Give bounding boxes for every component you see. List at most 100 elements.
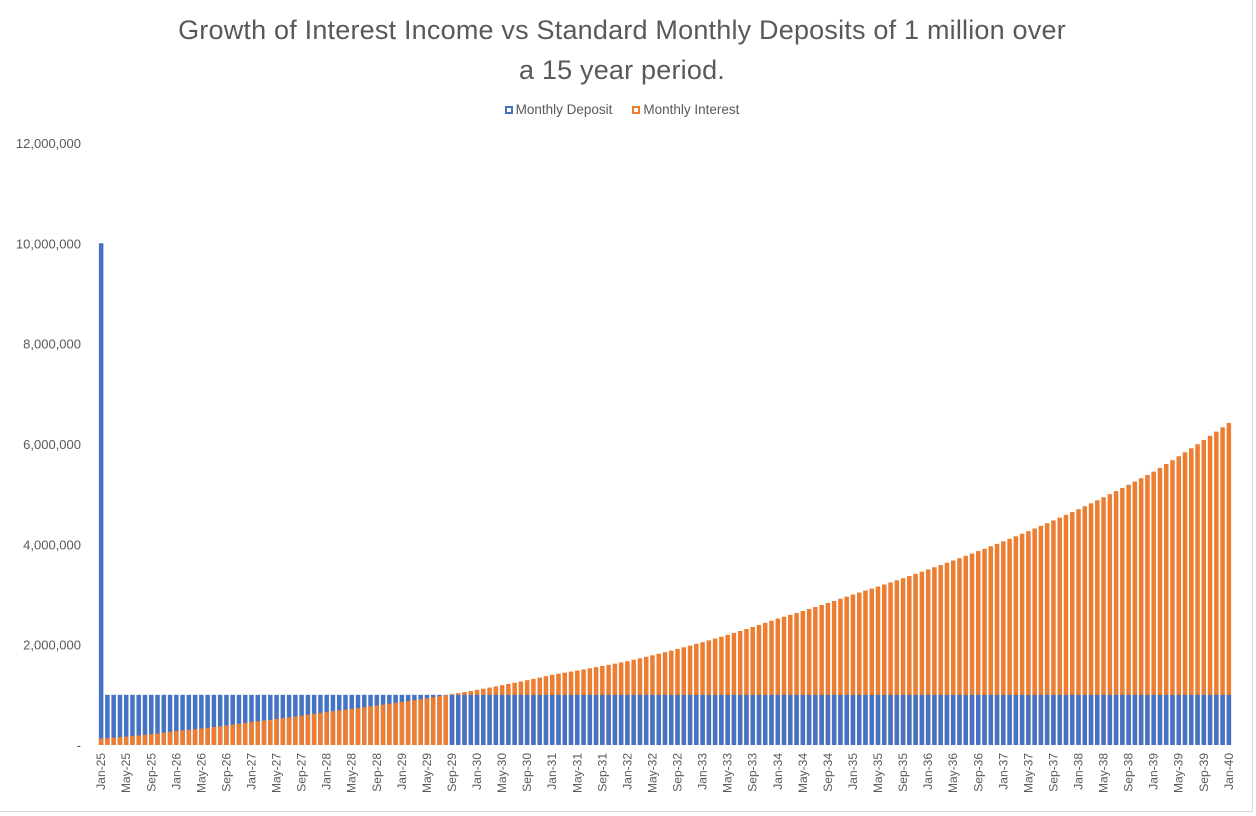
bar-monthly-deposit-May-26 — [199, 694, 204, 745]
bar-monthly-deposit-Jul-32 — [662, 694, 668, 745]
bar-monthly-deposit-May-33 — [725, 694, 730, 745]
bar-monthly-deposit-Jun-37 — [1032, 694, 1037, 745]
bar-monthly-interest-Mar-36 — [938, 565, 943, 745]
bar-monthly-deposit-Feb-25 — [105, 694, 110, 745]
bar-monthly-interest-Nov-25 — [161, 732, 167, 745]
bar-monthly-deposit-Oct-36 — [982, 694, 987, 745]
bar-monthly-deposit-Jan-30 — [474, 694, 480, 745]
bar-monthly-deposit-Jun-34 — [806, 694, 812, 745]
bar-monthly-deposit-May-31 — [575, 694, 580, 745]
bar-monthly-interest-May-28 — [349, 708, 354, 745]
bar-monthly-interest-Oct-36 — [982, 548, 987, 745]
x-tick-label: Jan-35 — [846, 753, 860, 790]
bar-monthly-deposit-May-25 — [123, 694, 129, 745]
bar-monthly-deposit-Jan-33 — [700, 694, 705, 745]
bar-monthly-deposit-Dec-33 — [769, 694, 774, 745]
x-tick-label: May-27 — [270, 753, 284, 793]
bar-monthly-interest-Jan-33 — [700, 642, 705, 745]
bar-monthly-interest-Jan-29 — [399, 701, 405, 745]
x-tick-label: Sep-35 — [896, 753, 910, 792]
bar-monthly-deposit-Nov-35 — [913, 694, 918, 745]
bar-monthly-deposit-Aug-39 — [1195, 694, 1200, 745]
bar-monthly-interest-Apr-38 — [1095, 500, 1100, 745]
bar-monthly-deposit-Mar-32 — [637, 694, 643, 745]
bar-monthly-interest-Dec-33 — [769, 620, 774, 745]
y-tick-label: - — [77, 738, 81, 753]
bar-monthly-interest-Feb-38 — [1082, 506, 1088, 745]
bar-monthly-interest-Jan-38 — [1076, 509, 1081, 745]
legend-label-monthly-interest: Monthly Interest — [643, 102, 740, 117]
bar-monthly-deposit-Jun-30 — [506, 694, 511, 745]
bar-monthly-deposit-Mar-25 — [111, 694, 116, 745]
bar-monthly-interest-Mar-35 — [863, 590, 868, 745]
bar-monthly-deposit-Oct-39 — [1207, 694, 1213, 745]
bar-monthly-deposit-Sep-33 — [750, 694, 755, 745]
bar-monthly-interest-Jun-34 — [806, 609, 812, 745]
x-tick-label: Jan-30 — [470, 753, 484, 790]
bar-monthly-deposit-Jul-26 — [211, 694, 217, 745]
bar-monthly-deposit-Sep-34 — [825, 694, 831, 745]
bar-monthly-interest-Jan-37 — [1001, 541, 1006, 745]
bar-monthly-deposit-Nov-36 — [988, 694, 994, 745]
bar-monthly-interest-Oct-25 — [155, 733, 160, 745]
bar-monthly-interest-Oct-28 — [380, 704, 386, 745]
bar-monthly-interest-Nov-36 — [988, 546, 994, 745]
bar-monthly-interest-Oct-27 — [305, 714, 311, 745]
bar-monthly-deposit-May-30 — [499, 694, 505, 745]
bar-monthly-deposit-Mar-36 — [938, 694, 943, 745]
bar-monthly-interest-Jul-28 — [362, 707, 367, 745]
bar-monthly-interest-May-25 — [123, 736, 129, 745]
bar-monthly-deposit-Oct-30 — [531, 694, 536, 745]
bar-monthly-interest-Apr-25 — [117, 737, 123, 745]
bar-monthly-interest-Apr-27 — [268, 719, 273, 745]
bar-monthly-interest-Oct-35 — [907, 576, 912, 745]
bar-monthly-interest-Jul-38 — [1113, 491, 1119, 745]
bar-monthly-deposit-Apr-31 — [568, 694, 574, 745]
bar-monthly-interest-Feb-37 — [1007, 538, 1012, 745]
bar-monthly-interest-Jul-26 — [211, 727, 217, 745]
bar-monthly-deposit-Jul-30 — [512, 694, 517, 745]
bar-monthly-deposit-May-38 — [1101, 694, 1106, 745]
bar-monthly-deposit-Aug-31 — [593, 694, 599, 745]
bar-monthly-interest-Jun-29 — [430, 697, 436, 745]
bar-monthly-deposit-Aug-37 — [1044, 694, 1050, 745]
bar-monthly-interest-Apr-28 — [343, 709, 348, 745]
x-tick-label: Jan-40 — [1222, 753, 1236, 790]
legend-swatch-monthly-interest — [632, 105, 641, 114]
bar-monthly-deposit-Aug-36 — [969, 694, 975, 745]
bar-monthly-deposit-Jun-33 — [731, 694, 737, 745]
bar-monthly-interest-Jul-33 — [737, 630, 743, 745]
bar-monthly-deposit-Apr-30 — [493, 694, 499, 745]
chart-title-line-1: Growth of Interest Income vs Standard Mo… — [178, 15, 1066, 45]
bar-monthly-deposit-Mar-30 — [487, 694, 492, 745]
bar-monthly-deposit-Aug-30 — [518, 694, 524, 745]
bar-monthly-interest-Mar-26 — [186, 729, 192, 745]
x-tick-label: Sep-33 — [746, 753, 760, 792]
bar-monthly-deposit-Dec-30 — [543, 694, 549, 745]
bar-monthly-deposit-Jan-35 — [850, 694, 856, 745]
x-tick-label: May-33 — [721, 753, 735, 793]
bar-monthly-deposit-Oct-37 — [1057, 694, 1062, 745]
x-tick-label: May-38 — [1097, 753, 1111, 793]
x-tick-label: May-32 — [646, 753, 660, 793]
bar-monthly-interest-Nov-35 — [913, 573, 918, 745]
bar-monthly-interest-Oct-38 — [1132, 481, 1138, 745]
bar-monthly-interest-Nov-28 — [387, 703, 392, 745]
bar-monthly-deposit-Mar-35 — [863, 694, 868, 745]
bar-monthly-deposit-Jan-31 — [549, 694, 555, 745]
bar-monthly-deposit-Oct-32 — [681, 694, 687, 745]
bar-monthly-deposit-Aug-32 — [669, 694, 674, 745]
bar-monthly-deposit-Apr-34 — [794, 694, 799, 745]
bar-monthly-deposit-Feb-32 — [631, 694, 636, 745]
bar-monthly-deposit-Dec-29 — [468, 694, 474, 745]
bar-monthly-interest-Oct-39 — [1207, 435, 1213, 745]
bar-monthly-deposit-Nov-26 — [236, 694, 242, 745]
bar-monthly-deposit-Dec-32 — [694, 694, 699, 745]
bar-monthly-interest-Nov-33 — [762, 622, 768, 745]
bar-monthly-interest-Jan-34 — [775, 618, 781, 745]
bar-monthly-deposit-Dec-37 — [1069, 694, 1075, 745]
bar-monthly-interest-May-26 — [199, 728, 204, 745]
bar-monthly-interest-May-35 — [875, 586, 881, 745]
bar-monthly-interest-Mar-34 — [788, 614, 793, 745]
